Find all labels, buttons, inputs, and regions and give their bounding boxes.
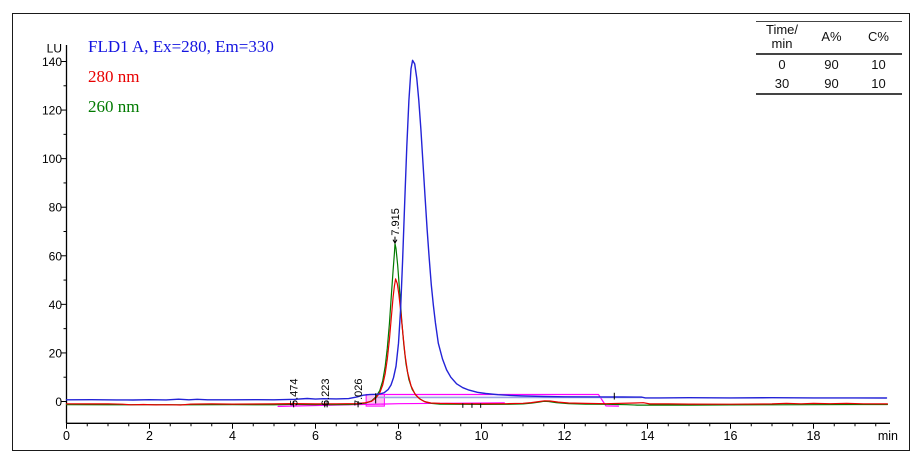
x-tick-label: 4 bbox=[229, 429, 236, 443]
x-tick-label: 10 bbox=[475, 429, 489, 443]
gradient-table: Time/ min A% C% 0 90 10 30 90 10 bbox=[756, 21, 902, 95]
legend-260nm: 260 nm bbox=[88, 97, 140, 116]
peak-apex-arrowhead bbox=[392, 239, 398, 245]
x-tick-label: 12 bbox=[558, 429, 572, 443]
legend-fld-signal: FLD1 A, Ex=280, Em=330 bbox=[88, 37, 274, 56]
table-row: 0 90 10 bbox=[778, 57, 886, 72]
peak-retention-label: 6.223 bbox=[320, 378, 332, 406]
y-tick-label: 100 bbox=[42, 152, 62, 166]
pump-gradient-trace bbox=[383, 393, 620, 407]
outer-border bbox=[12, 13, 910, 451]
y-tick-label: 80 bbox=[49, 201, 63, 215]
table-row: 30 90 10 bbox=[774, 76, 886, 91]
x-tick-label: 2 bbox=[146, 429, 153, 443]
peak-retention-label: 5.474 bbox=[289, 378, 301, 406]
x-tick-label: 16 bbox=[724, 429, 738, 443]
x-tick-label: 6 bbox=[312, 429, 319, 443]
trace-260nm-trace bbox=[65, 243, 888, 406]
y-tick-label: 140 bbox=[42, 55, 62, 69]
legend-280nm: 280 nm bbox=[88, 67, 140, 86]
y-tick-label: 120 bbox=[42, 104, 62, 118]
y-tick-label: 0 bbox=[55, 395, 62, 409]
x-tick-label: 0 bbox=[63, 429, 70, 443]
gradient-table-header-row: Time/ min A% C% bbox=[756, 22, 902, 55]
x-tick-label: 18 bbox=[807, 429, 821, 443]
signal-legend: FLD1 A, Ex=280, Em=330 280 nm 260 nm bbox=[88, 36, 274, 126]
y-tick-label: 60 bbox=[49, 249, 63, 263]
trace-fld-trace bbox=[65, 59, 888, 401]
peak-retention-label: 7.915 bbox=[390, 208, 402, 236]
x-tick-label: 8 bbox=[395, 429, 402, 443]
header-c-percent: C% bbox=[855, 22, 902, 55]
trace-280nm-trace bbox=[65, 278, 888, 406]
y-tick-label: 20 bbox=[49, 346, 63, 360]
header-time: Time/ min bbox=[756, 22, 808, 55]
header-a-percent: A% bbox=[808, 22, 855, 55]
y-axis-unit-label: LU bbox=[47, 41, 62, 55]
x-tick-label: 14 bbox=[641, 429, 655, 443]
y-tick-label: 40 bbox=[49, 298, 63, 312]
peak-retention-label: 7.026 bbox=[353, 378, 365, 406]
x-axis-unit-label: min bbox=[878, 429, 898, 443]
pump-gradient-low-trace bbox=[277, 402, 505, 407]
